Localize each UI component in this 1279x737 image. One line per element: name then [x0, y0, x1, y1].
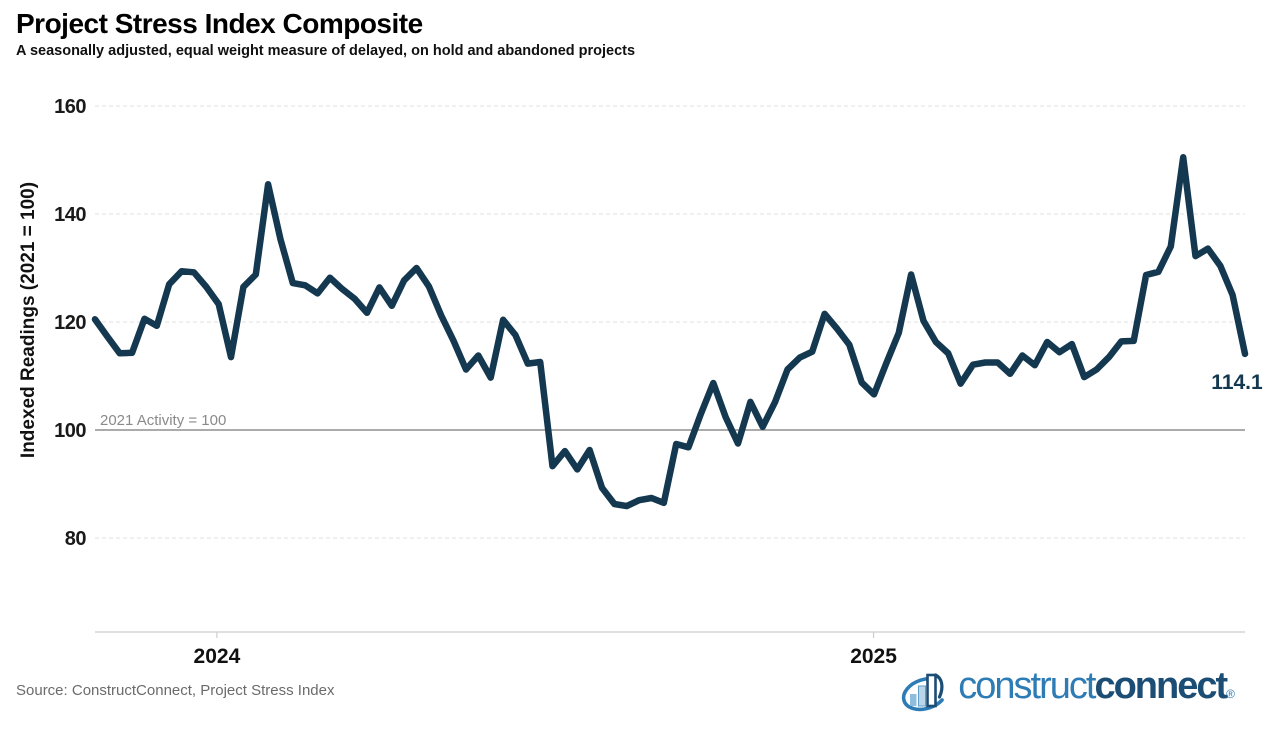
chart-title: Project Stress Index Composite: [16, 8, 423, 39]
constructconnect-logo-text: constructconnect®: [958, 658, 1235, 722]
y-tick-label-140: 140: [54, 204, 86, 226]
y-tick-label-160: 160: [54, 96, 86, 118]
logo-text-construct: construct: [958, 665, 1096, 707]
series-line: [91, 154, 1249, 510]
x-tick-label-2024: 2024: [194, 645, 241, 668]
chart-subtitle: A seasonally adjusted, equal weight meas…: [16, 43, 636, 59]
y-tick-label-80: 80: [65, 528, 87, 550]
logo-bar-small: [910, 694, 917, 706]
y-tick-label-120: 120: [54, 312, 86, 334]
stress-index-line-chart: 160 140 120 100 80 2021 Activity = 100 2024 202…: [18, 96, 1263, 668]
reference-line-label: 2021 Activity = 100: [100, 412, 226, 429]
logo-bar-tall: [926, 673, 938, 708]
constructconnect-logo-icon: [902, 673, 949, 712]
y-tick-label-100: 100: [54, 420, 86, 442]
logo-text-connect: connect: [1094, 665, 1228, 707]
logo-bar-medium: [918, 685, 927, 707]
logo-registered-mark: ®: [1226, 687, 1235, 701]
x-tick-label-2025: 2025: [850, 645, 897, 668]
last-value-label: 114.1: [1211, 371, 1263, 394]
constructconnect-logo: constructconnect®: [898, 662, 1235, 718]
y-axis-title: Indexed Readings (2021 = 100): [18, 182, 39, 458]
source-text: Source: ConstructConnect, Project Stress…: [16, 682, 335, 699]
